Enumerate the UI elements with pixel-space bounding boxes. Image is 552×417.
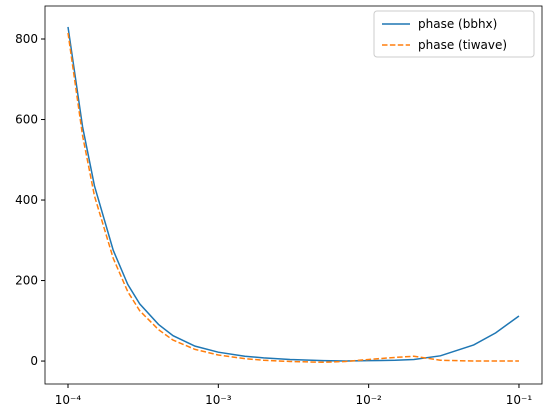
x-tick-label: 10⁻² — [355, 393, 382, 407]
plot-frame — [44, 5, 543, 385]
y-tick-label: 400 — [15, 193, 38, 207]
y-tick-label: 600 — [15, 113, 38, 127]
y-tick-label: 0 — [30, 354, 38, 368]
series-line — [67, 26, 520, 362]
y-tick-label: 200 — [15, 274, 38, 288]
legend-label: phase (bbhx) — [418, 17, 497, 31]
x-tick-label: 10⁻¹ — [506, 393, 533, 407]
legend-box — [373, 10, 535, 58]
legend-label: phase (tiwave) — [418, 38, 507, 52]
x-tick-label: 10⁻³ — [205, 393, 232, 407]
series-line — [67, 32, 519, 364]
y-tick-label: 800 — [15, 32, 38, 46]
x-tick-label: 10⁻⁴ — [55, 393, 82, 407]
